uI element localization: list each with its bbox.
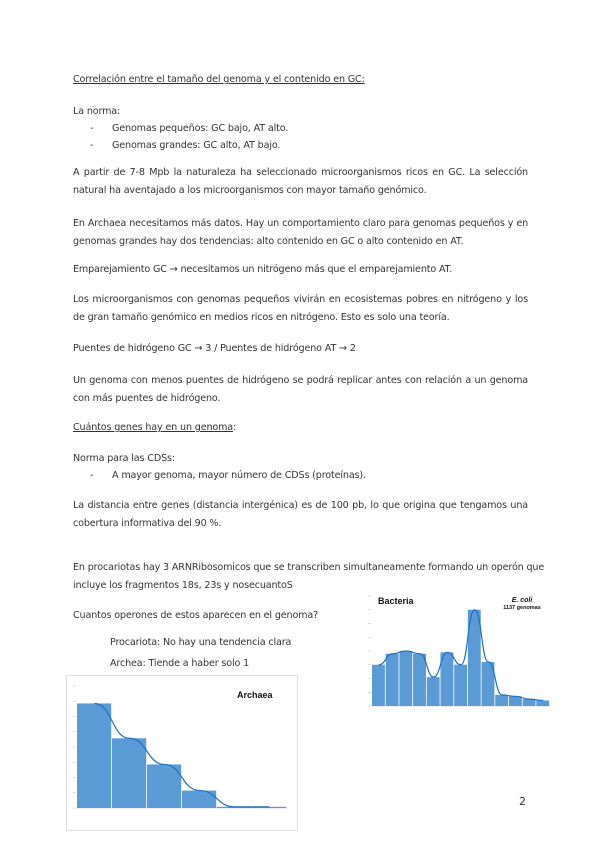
archaea-chart: Archaea: [66, 675, 298, 831]
paragraph: Un genoma con menos puentes de hidrógeno…: [73, 375, 528, 404]
list-item: -A mayor genoma, mayor número de CDSs (p…: [90, 470, 366, 481]
trend-line: [378, 609, 544, 702]
bar: [372, 664, 385, 706]
page-number: 2: [519, 795, 526, 808]
section-heading: Correlación entre el tamaño del genoma y…: [73, 74, 365, 85]
bar: [522, 699, 536, 706]
bar: [77, 703, 112, 808]
paragraph: A partir de 7-8 Mpb la naturaleza ha sel…: [73, 167, 528, 196]
bar: [467, 609, 481, 706]
bar: [454, 664, 468, 706]
paragraph: En Archaea necesitamos más datos. Hay un…: [73, 218, 528, 247]
paragraph: incluye los fragmentos 18s, 23s y nosecu…: [73, 580, 293, 591]
bar: [399, 651, 413, 706]
section-heading: Cuántos genes hay en un genoma:: [73, 422, 237, 433]
bar: [440, 652, 454, 706]
bar: [495, 695, 509, 706]
bar: [112, 738, 147, 808]
question: Cuantos operones de estos aparecen en el…: [73, 610, 319, 621]
bar: [481, 662, 495, 706]
bar: [182, 790, 217, 808]
bar: [426, 677, 440, 706]
bar: [413, 653, 426, 706]
list-item: - Genomas pequeños: GC bajo, AT alto.: [90, 123, 289, 134]
norma-label: La norma:: [73, 106, 121, 117]
paragraph: La distancia entre genes (distancia inte…: [73, 500, 528, 529]
chart-title: Bacteria: [378, 596, 415, 606]
note: Procariota: No hay una tendencia clara: [110, 637, 292, 648]
chart-annotation: 1137 genomas: [503, 605, 541, 611]
chart-annotation: E. coli: [512, 597, 534, 604]
paragraph: Los microorganismos con genomas pequeños…: [73, 294, 528, 323]
trend-line: [94, 702, 270, 808]
bar: [508, 696, 522, 706]
paragraph: Emparejamiento GC → necesitamos un nitró…: [73, 264, 453, 275]
list-item: - Genomas grandes: GC alto, AT bajo.: [90, 140, 281, 151]
note: Archea: Tiende a haber solo 1: [110, 658, 250, 669]
bar: [385, 653, 399, 706]
bar: [147, 764, 182, 808]
paragraph: Puentes de hidrógeno GC → 3 / Puentes de…: [73, 343, 356, 354]
bar: [536, 700, 550, 706]
norma-label: Norma para las CDSs:: [73, 453, 175, 464]
paragraph: En procariotas hay 3 ARNRibosomicos que …: [73, 562, 545, 573]
chart-title: Archaea: [237, 690, 274, 700]
